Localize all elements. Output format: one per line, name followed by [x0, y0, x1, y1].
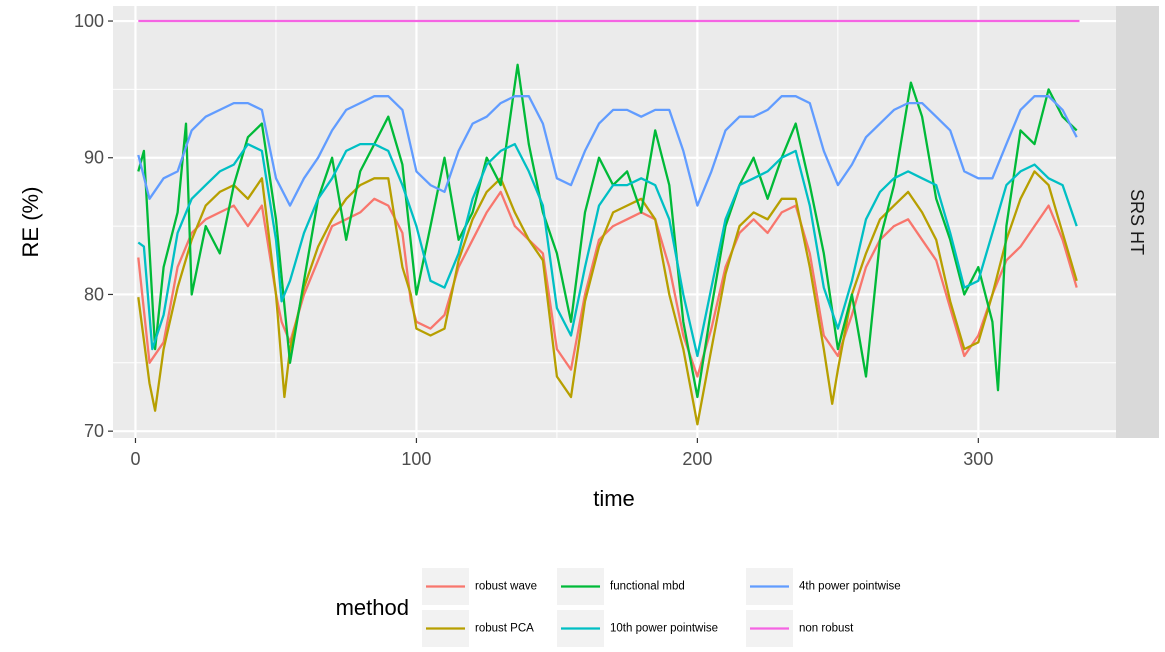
- y-tick-label: 80: [84, 284, 104, 304]
- facet-label: SRS HT: [1127, 189, 1147, 255]
- y-tick-label: 100: [74, 11, 104, 31]
- legend-label: 4th power pointwise: [799, 581, 901, 593]
- legend-item: 4th power pointwise: [746, 568, 901, 605]
- x-tick-label: 300: [963, 449, 993, 469]
- legend-label: robust wave: [475, 581, 537, 593]
- legend-item: functional mbd: [557, 568, 685, 605]
- x-tick-label: 100: [401, 449, 431, 469]
- legend-item: robust PCA: [422, 610, 534, 647]
- x-axis-title: time: [593, 486, 635, 511]
- x-tick-label: 0: [130, 449, 140, 469]
- series-line-robust-PCA: [137, 170, 1078, 426]
- legend-label: functional mbd: [610, 581, 685, 593]
- facet-strip: [1116, 6, 1159, 438]
- x-axis-ticks: 0 100 200 300: [130, 438, 993, 469]
- legend-items: robust wave robust PCA functional mbd 10th …: [422, 568, 901, 647]
- series-line-4th-power-pointwise: [137, 95, 1078, 207]
- legend-item: 10th power pointwise: [557, 610, 718, 647]
- series-line-robust-wave: [137, 190, 1078, 378]
- legend: method robust wave robust PCA functional m…: [336, 568, 901, 647]
- series-lines: [137, 19, 1080, 426]
- y-tick-label: 70: [84, 421, 104, 441]
- legend-label: 10th power pointwise: [610, 623, 718, 635]
- x-tick-label: 200: [682, 449, 712, 469]
- legend-label: robust PCA: [475, 623, 534, 635]
- y-axis-title: RE (%): [18, 187, 43, 258]
- y-axis-ticks: 70 80 90 100: [74, 11, 113, 441]
- legend-title: method: [336, 595, 409, 620]
- plot-panel: [113, 6, 1116, 438]
- legend-label: non robust: [799, 623, 854, 635]
- legend-item: robust wave: [422, 568, 537, 605]
- y-tick-label: 90: [84, 148, 104, 168]
- series-line-functional-mbd: [137, 63, 1078, 399]
- series-line-10th-power-pointwise: [137, 142, 1078, 358]
- legend-item: non robust: [746, 610, 854, 647]
